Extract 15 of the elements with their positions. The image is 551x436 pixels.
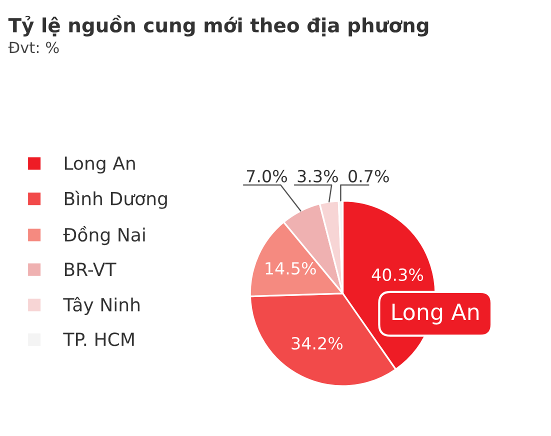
legend-label: TP. HCM <box>63 332 134 346</box>
legend-label: Đồng Nai <box>63 226 145 246</box>
data-label: 7.0% <box>246 170 287 182</box>
data-label: 34.2% <box>292 337 343 350</box>
data-label: 0.7% <box>348 170 389 182</box>
legend-label: Bình Dương <box>64 190 167 209</box>
data-label: 14.5% <box>266 262 316 275</box>
chart-title: Tỷ lệ nguồn cung mới theo địa phương <box>8 15 428 36</box>
text: Long An <box>392 304 479 325</box>
legend-label: Tây Ninh <box>63 296 140 316</box>
data-label: 3.3% <box>298 170 338 182</box>
chart-subtitle: Đvt: % <box>8 42 59 54</box>
legend-label: Long An <box>64 156 135 174</box>
data-label: 40.3% <box>372 268 424 282</box>
legend-label: BR-VT <box>64 262 116 276</box>
